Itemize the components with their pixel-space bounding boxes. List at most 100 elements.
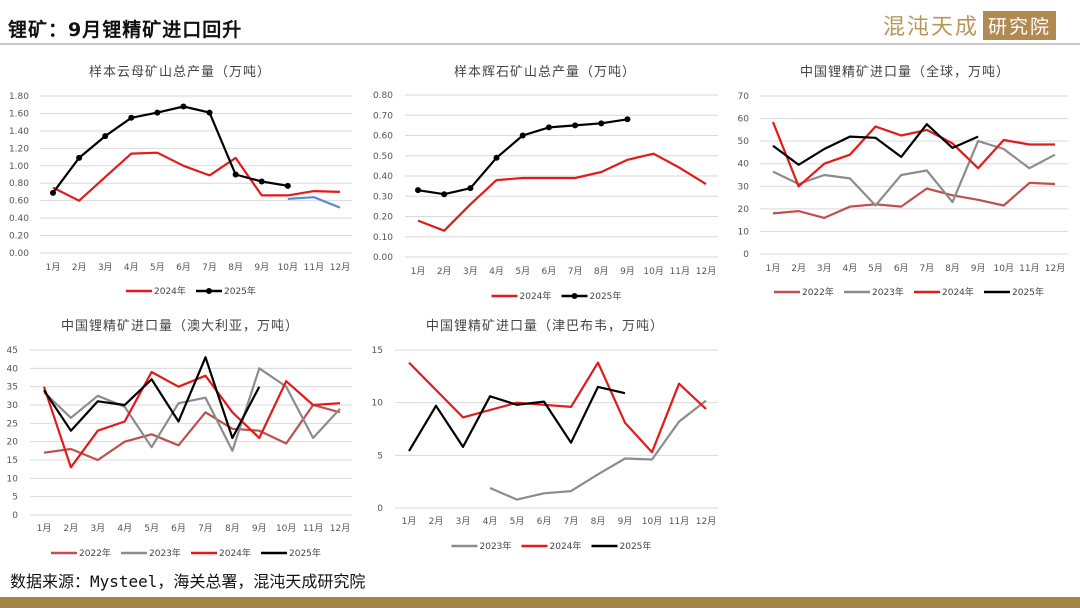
x-tick-label: 7月 bbox=[564, 516, 579, 527]
x-tick-label: 11月 bbox=[304, 262, 324, 273]
series-line bbox=[489, 399, 707, 501]
legend-label: 2024年 bbox=[550, 540, 582, 552]
x-tick-label: 1月 bbox=[411, 266, 426, 277]
chart-title: 中国锂精矿进口量（全球，万吨） bbox=[800, 64, 1010, 80]
x-tick-label: 5月 bbox=[515, 266, 530, 277]
legend-label: 2022年 bbox=[79, 547, 111, 559]
legend-item: 2025年 bbox=[561, 290, 621, 302]
data-point bbox=[50, 189, 56, 196]
data-point bbox=[519, 132, 526, 139]
legend-label: 2025年 bbox=[1012, 286, 1044, 298]
legend-item: 2025年 bbox=[591, 540, 651, 552]
x-tick-label: 4月 bbox=[843, 263, 858, 274]
y-tick-label: 0.20 bbox=[9, 232, 29, 242]
chart-title: 中国锂精矿进口量（津巴布韦，万吨） bbox=[426, 319, 664, 334]
legend-item: 2024年 bbox=[914, 286, 974, 298]
x-tick-label: 10月 bbox=[278, 262, 298, 273]
x-tick-label: 1月 bbox=[402, 516, 417, 527]
x-tick-label: 11月 bbox=[670, 266, 690, 277]
legend-item: 2024年 bbox=[126, 285, 186, 297]
x-tick-label: 3月 bbox=[817, 263, 832, 274]
logo-text: 混沌天成 bbox=[882, 15, 979, 40]
x-tick-label: 11月 bbox=[669, 516, 689, 527]
y-tick-label: 0.00 bbox=[9, 249, 29, 259]
x-tick-label: 6月 bbox=[542, 266, 557, 277]
y-tick-label: 15 bbox=[372, 346, 383, 356]
data-point bbox=[206, 109, 213, 116]
bottom-bar bbox=[0, 597, 1080, 608]
chart-4: 中国锂精矿进口量（澳大利亚，万吨） 0 5 10 15 20 25 30 35 40 45 1月 2月 3… bbox=[7, 318, 352, 559]
x-tick-label: 2月 bbox=[429, 516, 444, 527]
logo-badge: 研究院 bbox=[982, 10, 1056, 40]
legend-label: 2024年 bbox=[154, 285, 186, 297]
y-tick-label: 0.50 bbox=[373, 152, 393, 162]
y-tick-label: 25 bbox=[7, 419, 18, 429]
x-tick-label: 12月 bbox=[330, 523, 350, 534]
data-point bbox=[232, 171, 239, 178]
chart-title: 样本辉石矿山总产量（万吨） bbox=[454, 65, 636, 80]
series-line bbox=[772, 181, 1056, 219]
y-tick-label: 40 bbox=[7, 364, 19, 374]
y-tick-label: 30 bbox=[7, 401, 19, 411]
series-line bbox=[772, 140, 1056, 207]
y-tick-label: 0.20 bbox=[373, 213, 393, 223]
data-point bbox=[545, 124, 552, 131]
data-point bbox=[258, 178, 265, 185]
x-tick-label: 1月 bbox=[37, 523, 52, 534]
y-tick-label: 0 bbox=[377, 504, 383, 514]
x-tick-label: 9月 bbox=[618, 516, 633, 527]
series-line bbox=[771, 121, 1055, 188]
series-line bbox=[43, 367, 341, 452]
data-point bbox=[624, 116, 631, 123]
y-tick-label: 20 bbox=[738, 205, 750, 215]
data-point bbox=[102, 133, 109, 140]
legend-label: 2025年 bbox=[289, 547, 321, 559]
legend-label: 2025年 bbox=[224, 285, 256, 297]
x-tick-label: 8月 bbox=[225, 523, 240, 534]
y-tick-label: 10 bbox=[738, 227, 750, 237]
x-tick-label: 4月 bbox=[483, 516, 498, 527]
data-point bbox=[76, 154, 83, 161]
legend-marker bbox=[206, 288, 212, 294]
x-tick-label: 2月 bbox=[437, 266, 452, 277]
legend-marker bbox=[571, 293, 578, 299]
header-divider bbox=[0, 43, 1080, 45]
series-line bbox=[772, 123, 979, 166]
x-tick-label: 4月 bbox=[489, 266, 504, 277]
legend-label: 2022年 bbox=[802, 286, 834, 298]
x-tick-label: 12月 bbox=[330, 262, 350, 273]
y-tick-label: 20 bbox=[7, 438, 19, 448]
x-tick-label: 1月 bbox=[766, 263, 781, 274]
y-tick-label: 50 bbox=[738, 137, 750, 147]
legend-item: 2025年 bbox=[196, 285, 256, 297]
x-tick-label: 10月 bbox=[642, 516, 662, 527]
x-tick-label: 7月 bbox=[919, 263, 934, 274]
x-tick-label: 9月 bbox=[971, 263, 986, 274]
y-tick-label: 5 bbox=[377, 451, 383, 461]
x-tick-label: 6月 bbox=[176, 262, 191, 273]
legend-item: 2022年 bbox=[774, 286, 834, 298]
x-tick-label: 6月 bbox=[894, 263, 909, 274]
y-tick-label: 10 bbox=[7, 474, 19, 484]
y-tick-label: 1.20 bbox=[9, 144, 29, 154]
y-tick-label: 35 bbox=[7, 383, 18, 393]
brand-logo: 混沌天成 研究院 bbox=[883, 9, 1056, 41]
x-tick-label: 5月 bbox=[144, 523, 159, 534]
legend-label: 2024年 bbox=[219, 547, 251, 559]
x-tick-label: 10月 bbox=[276, 523, 296, 534]
x-tick-label: 7月 bbox=[568, 266, 583, 277]
legend-item: 2024年 bbox=[191, 547, 251, 559]
x-tick-label: 4月 bbox=[117, 523, 132, 534]
x-tick-label: 9月 bbox=[620, 266, 635, 277]
y-tick-label: 0.80 bbox=[9, 179, 29, 189]
x-tick-label: 4月 bbox=[124, 262, 139, 273]
x-tick-label: 7月 bbox=[198, 523, 213, 534]
data-point bbox=[493, 154, 500, 161]
x-tick-label: 8月 bbox=[594, 266, 609, 277]
chart-5: 中国锂精矿进口量（津巴布韦，万吨） 0 5 10 15 1月 2月 3月 4月 5月 6月 7月 8月 9… bbox=[372, 319, 718, 552]
x-tick-label: 8月 bbox=[591, 516, 606, 527]
data-point bbox=[180, 103, 187, 110]
x-tick-label: 9月 bbox=[252, 523, 267, 534]
series-line bbox=[417, 118, 628, 196]
